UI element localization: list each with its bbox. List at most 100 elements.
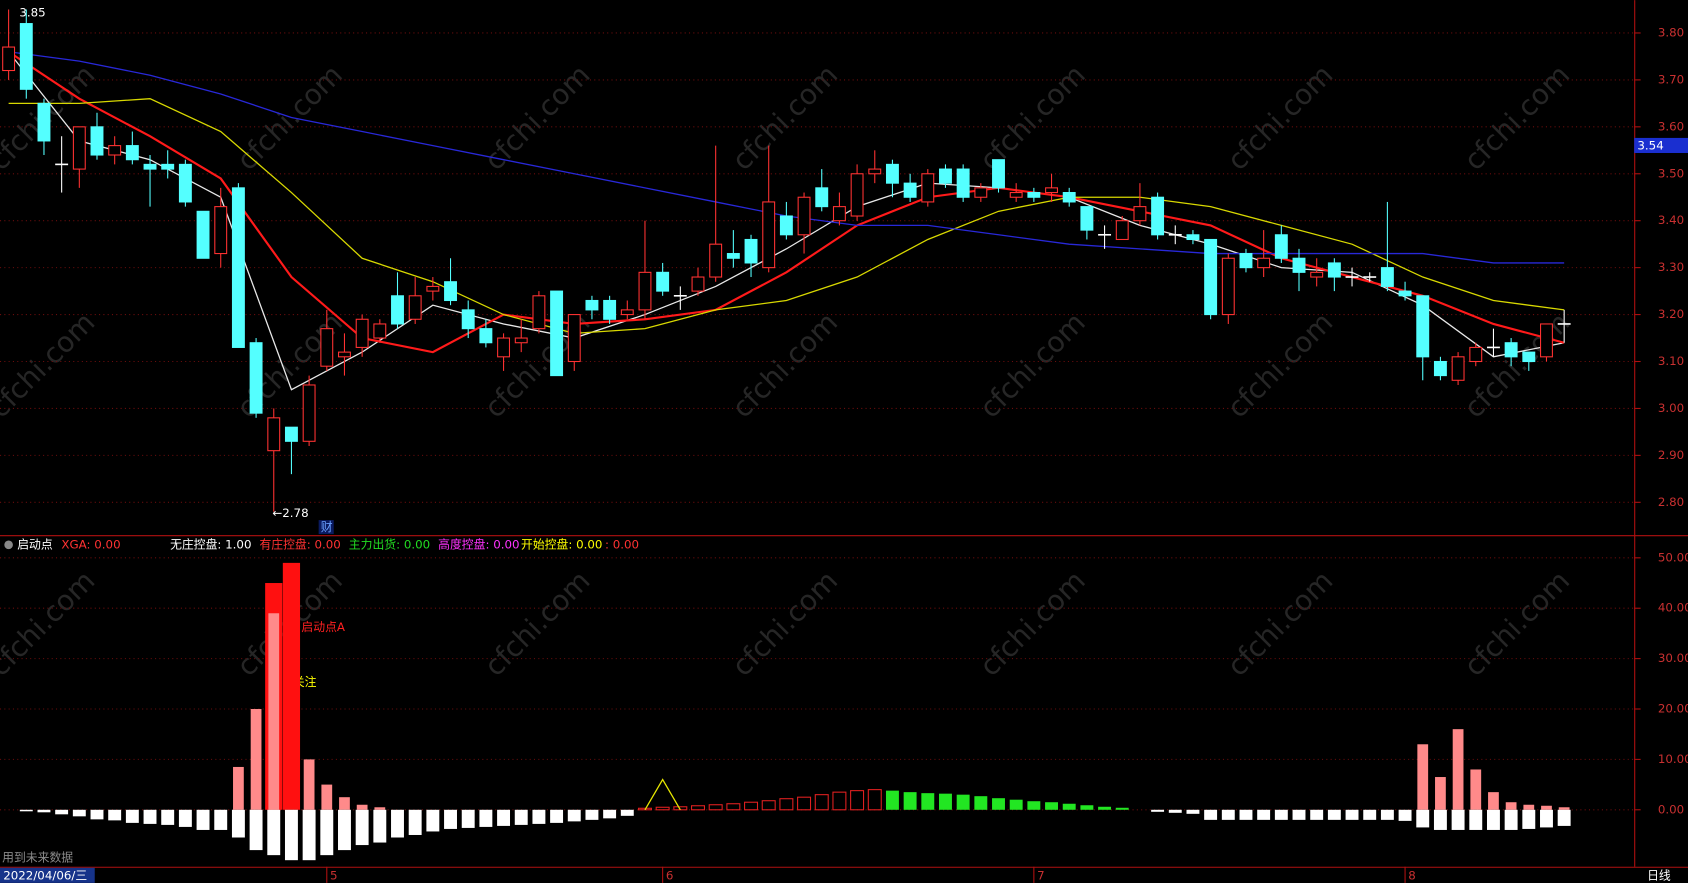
indicator-bar [302, 809, 316, 861]
indicator-bar [1221, 809, 1235, 820]
candle-body [108, 145, 122, 156]
candle-body [956, 168, 970, 198]
indicator-bar [1504, 809, 1518, 830]
indicator-bar [461, 809, 475, 828]
watermark: cfchi.com [1221, 306, 1340, 425]
indicator-bar [479, 809, 493, 827]
indicator-bar [338, 809, 351, 851]
indicator-bar [356, 804, 368, 810]
candle-body [1080, 206, 1094, 231]
watermark: cfchi.com [0, 564, 101, 683]
period[interactable]: 日线 [1647, 868, 1671, 882]
indicator-bar [355, 809, 369, 846]
candle-body [1009, 192, 1023, 198]
y-tick-label: 3.70 [1658, 72, 1684, 86]
indicator-bar [1540, 809, 1553, 828]
indicator-bar [832, 791, 847, 811]
legend-entry: : 0.00 [605, 537, 639, 551]
indicator-bar [108, 809, 122, 821]
indicator-bar [1522, 809, 1536, 829]
candle-body [656, 271, 670, 292]
indicator-bar [249, 809, 263, 851]
note-label: 用到未来数据 [2, 851, 73, 865]
marker: 财 [321, 520, 333, 534]
indicator-bar [1558, 807, 1570, 810]
indicator-bar [1168, 809, 1182, 813]
watermark: cfchi.com [0, 58, 101, 177]
marker-bg [318, 520, 334, 535]
indicator-bar [1345, 809, 1359, 820]
candle-body [868, 168, 882, 175]
candle-body [585, 299, 599, 311]
indicator-bar [1363, 809, 1377, 820]
indicator-bar [374, 807, 386, 810]
y-tick-label: 3.30 [1658, 260, 1684, 274]
y-tick-label: 3.50 [1658, 166, 1684, 180]
candle-body [974, 187, 988, 198]
candle-body [90, 126, 104, 156]
indicator-bar [1488, 792, 1499, 810]
indicator-bar [268, 613, 280, 810]
indicator-bar [19, 809, 33, 812]
candle-body [143, 163, 157, 170]
indicator-bar [497, 809, 511, 826]
candle-body [2, 46, 16, 72]
indicator-bar [1470, 769, 1482, 810]
indicator-bar [391, 809, 404, 838]
legend-entry: 主力出货: 0.00 [349, 537, 430, 551]
legend-entry: XGA: 0.00 [61, 537, 120, 551]
indicator-icon[interactable] [4, 540, 13, 550]
candle-body [72, 126, 86, 170]
candle-body [479, 328, 493, 344]
indicator-bar [1151, 809, 1165, 812]
indicator-bar [956, 794, 970, 810]
indicator-bar [1327, 809, 1341, 820]
indicator-bar [761, 800, 776, 811]
indicator-bar [1310, 809, 1324, 820]
watermark: cfchi.com [1221, 564, 1340, 683]
candle-body [1133, 206, 1147, 222]
indicator-bar [444, 809, 457, 829]
candle-body [444, 281, 457, 302]
indicator-bar [974, 796, 988, 810]
candle-body [320, 328, 334, 367]
watermark: cfchi.com [726, 564, 845, 683]
candle-body [178, 163, 192, 203]
candle-body [567, 314, 581, 363]
indicator-bar [161, 809, 175, 825]
candle-body [1221, 257, 1235, 316]
y-tick-label: 3.40 [1658, 213, 1684, 227]
signal-label: 启动点A [301, 620, 345, 634]
indicator-bar [620, 809, 634, 816]
indicator-bar [1486, 809, 1500, 830]
candle-body [815, 187, 829, 208]
indicator-bar [178, 809, 192, 827]
x-tick-label: 8 [1408, 868, 1416, 882]
candle-body [1327, 262, 1341, 278]
indicator-bar [1435, 777, 1446, 810]
candle-body [1257, 257, 1271, 269]
x-tick-label: 5 [330, 868, 338, 882]
y-tick-label: 3.60 [1658, 119, 1684, 133]
indicator-bar [1239, 809, 1253, 820]
y-tick-label: 30.00 [1658, 651, 1688, 665]
watermark: cfchi.com [1458, 564, 1577, 683]
candle-body [373, 323, 387, 339]
low-label: ←2.78 [272, 506, 308, 520]
candle-body [161, 163, 175, 170]
candle-body [1115, 220, 1129, 241]
y-tick-label: 0.00 [1658, 802, 1684, 816]
indicator-bar [339, 797, 350, 810]
candle-body [1204, 238, 1218, 316]
y-tick-label: 50.00 [1658, 550, 1688, 564]
candle-body [850, 173, 864, 217]
indicator-bar [303, 759, 315, 810]
indicator-bar [885, 790, 899, 810]
candle-body [762, 201, 776, 269]
indicator-bar [1009, 799, 1023, 810]
legend-entry: 无庄控盘: 1.00 [170, 537, 251, 551]
indicator-bar [814, 794, 829, 811]
indicator-bar [532, 809, 546, 824]
indicator-bar [903, 792, 917, 810]
indicator-bar [143, 809, 157, 824]
